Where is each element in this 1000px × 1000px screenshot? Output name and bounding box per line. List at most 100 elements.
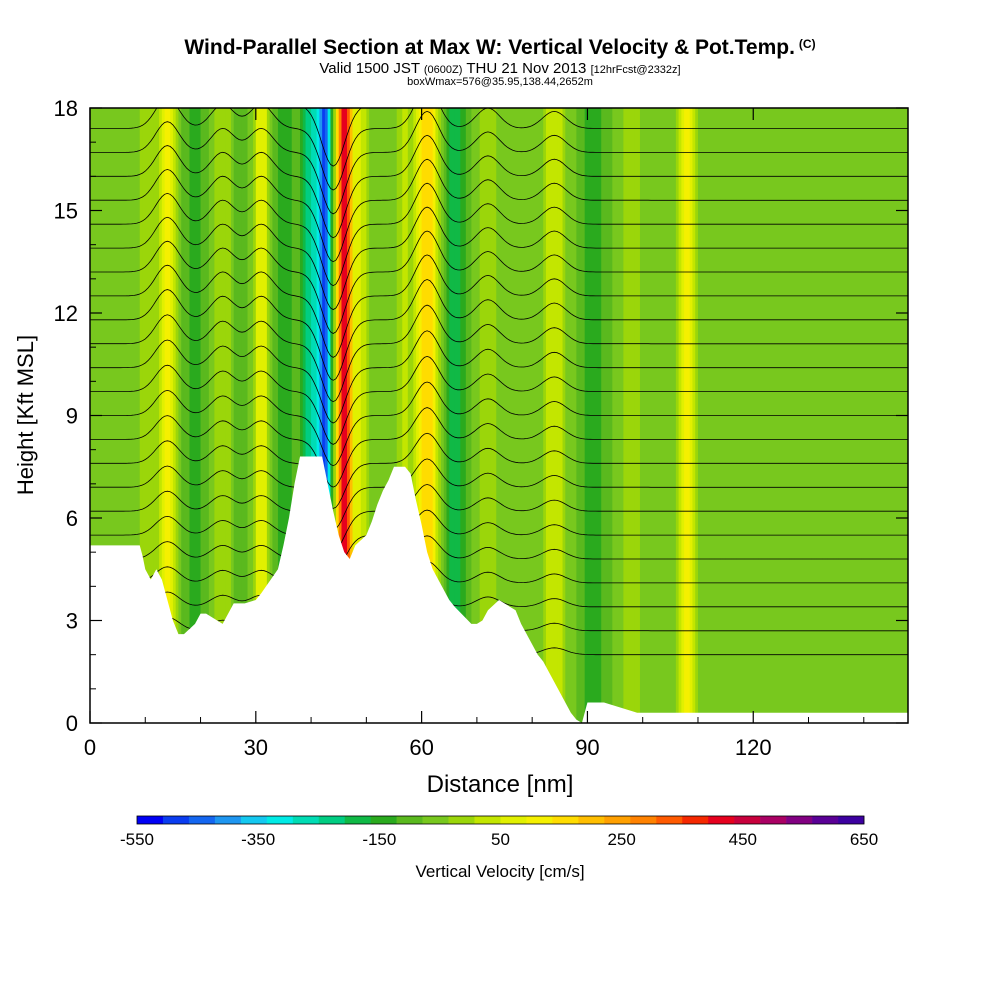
velocity-column (410, 108, 414, 723)
velocity-column (136, 108, 141, 723)
y-tick-label: 15 (54, 199, 78, 224)
colorbar-swatch (396, 816, 423, 824)
velocity-column (576, 108, 580, 723)
colorbar-swatch (448, 816, 475, 824)
velocity-column (134, 108, 138, 723)
velocity-column (476, 108, 481, 723)
chart-title: Wind-Parallel Section at Max W: Vertical… (184, 36, 816, 59)
colorbar-swatch (526, 816, 553, 824)
velocity-column (557, 108, 561, 723)
velocity-column (551, 108, 555, 723)
velocity-column (159, 108, 163, 723)
velocity-column (565, 108, 569, 723)
velocity-column (537, 108, 542, 723)
velocity-column (228, 108, 232, 723)
x-tick-label: 90 (575, 735, 599, 760)
velocity-column (452, 108, 456, 723)
colorbar: -550 -350 -150 50 250 450 650 (120, 815, 878, 849)
velocity-column (562, 108, 566, 723)
velocity-column (161, 108, 166, 723)
velocity-column (493, 108, 497, 723)
theta-contour (90, 458, 908, 531)
velocity-column (253, 108, 257, 723)
velocity-column (471, 108, 475, 723)
velocity-column (429, 108, 434, 723)
velocity-column (250, 108, 254, 723)
colorbar-swatch (214, 816, 242, 824)
velocity-column (189, 108, 193, 723)
velocity-column (352, 108, 356, 723)
velocity-column (219, 108, 224, 723)
box-info: boxWmax=576@35.95,138.44,2652m (407, 76, 593, 88)
velocity-column (233, 108, 238, 723)
colorbar-swatch (734, 816, 761, 824)
velocity-column (244, 108, 249, 723)
colorbar-swatch (656, 816, 683, 824)
velocity-column (222, 108, 227, 723)
velocity-column (203, 108, 207, 723)
colorbar-swatch (812, 816, 839, 824)
colorbar-swatch (318, 816, 346, 824)
velocity-column (225, 108, 229, 723)
velocity-column (217, 108, 221, 723)
velocity-column (300, 108, 304, 723)
velocity-column (360, 108, 365, 723)
velocity-column (261, 108, 265, 723)
axes: 0 30 60 90 120 0 3 6 9 12 15 18 (54, 96, 908, 760)
velocity-column (449, 108, 453, 723)
theta-contour (90, 108, 908, 191)
velocity-column (308, 108, 312, 723)
velocity-column (363, 108, 367, 723)
velocity-column (507, 108, 511, 723)
velocity-column (496, 108, 500, 723)
velocity-column (241, 108, 246, 723)
velocity-column (391, 108, 395, 723)
velocity-column (457, 108, 461, 723)
velocity-column (153, 108, 157, 723)
colorbar-swatch (266, 816, 294, 824)
velocity-column (333, 108, 337, 723)
x-tick-label: 120 (735, 735, 772, 760)
y-tick-label: 9 (66, 404, 78, 429)
colorbar-swatch (578, 816, 605, 824)
theta-contour (90, 206, 908, 311)
velocity-column (581, 108, 586, 723)
velocity-column (297, 108, 301, 723)
velocity-column (512, 108, 517, 723)
velocity-column (172, 108, 177, 723)
velocity-column (366, 108, 370, 723)
velocity-column (521, 108, 525, 723)
theta-contour (90, 407, 908, 488)
velocity-column (236, 108, 240, 723)
velocity-column (142, 108, 146, 723)
colorbar-swatch (370, 816, 397, 824)
velocity-column (446, 108, 450, 723)
theta-contour (90, 182, 908, 287)
velocity-column (239, 108, 243, 723)
velocity-column (280, 108, 285, 723)
velocity-column (330, 108, 334, 723)
velocity-column (167, 108, 171, 723)
velocity-column (264, 108, 268, 723)
velocity-column (534, 108, 539, 723)
velocity-column (435, 108, 439, 723)
velocity-column (322, 108, 326, 723)
colorbar-swatch (604, 816, 631, 824)
velocity-column (195, 108, 199, 723)
velocity-column (197, 108, 202, 723)
colorbar-tick-label: 450 (729, 830, 757, 849)
velocity-column (540, 108, 544, 723)
y-tick-label: 3 (66, 609, 78, 634)
colorbar-tick-label: -350 (241, 830, 275, 849)
velocity-column (338, 108, 343, 723)
velocity-column (327, 108, 332, 723)
colorbar-tick-label: 250 (607, 830, 635, 849)
colorbar-swatch (422, 816, 449, 824)
velocity-column (424, 108, 428, 723)
colorbar-swatch (552, 816, 579, 824)
velocity-column (145, 108, 149, 723)
theta-contour (90, 134, 908, 239)
velocity-column (482, 108, 486, 723)
velocity-column (407, 108, 412, 723)
velocity-column (313, 108, 318, 723)
